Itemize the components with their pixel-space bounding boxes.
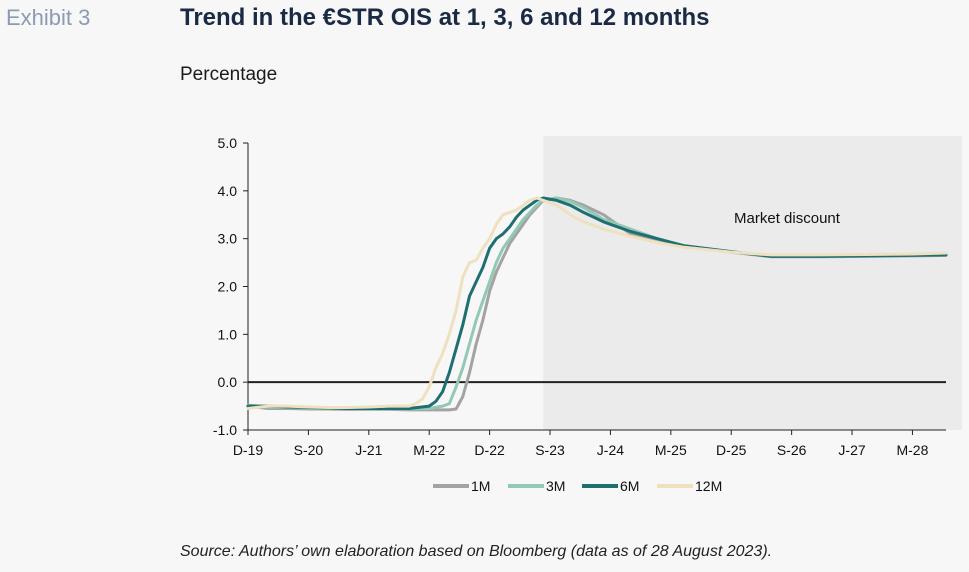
exhibit-label: Exhibit 3 [6,5,91,30]
x-tick-label: M-22 [413,442,445,458]
x-tick-label: J-21 [355,442,382,458]
x-tick-label: D-19 [233,442,264,458]
y-tick-label: 4.0 [218,183,238,199]
x-tick-label: M-25 [655,442,687,458]
x-tick-label: D-25 [716,442,747,458]
x-tick-label: D-22 [474,442,505,458]
market-discount-label: Market discount [734,210,841,227]
y-tick-label: 1.0 [218,326,238,342]
x-tick-label: S-20 [294,442,324,458]
legend-label-12m: 12M [695,478,722,494]
market-discount-region [543,136,962,430]
series-line-12m [246,196,948,410]
series-line-6m [246,196,948,410]
chart-title: Trend in the €STR OIS at 1, 3, 6 and 12 … [180,4,710,31]
x-tick-label: J-27 [838,442,865,458]
legend-label-6m: 6M [620,478,639,494]
x-tick-label: M-28 [896,442,928,458]
y-axis-unit-label: Percentage [180,64,278,85]
x-tick-label: S-26 [777,442,807,458]
y-tick-label: 2.0 [218,279,238,295]
legend-label-3m: 3M [546,478,565,494]
legend-label-1m: 1M [471,478,490,494]
y-tick-label: -1.0 [213,422,237,438]
x-tick-label: S-23 [535,442,565,458]
source-note: Source: Authors’ own elaboration based o… [180,543,773,560]
x-tick-label: J-24 [597,442,624,458]
y-tick-label: 0.0 [218,374,238,390]
y-tick-label: 5.0 [218,135,238,151]
y-tick-label: 3.0 [218,231,238,247]
